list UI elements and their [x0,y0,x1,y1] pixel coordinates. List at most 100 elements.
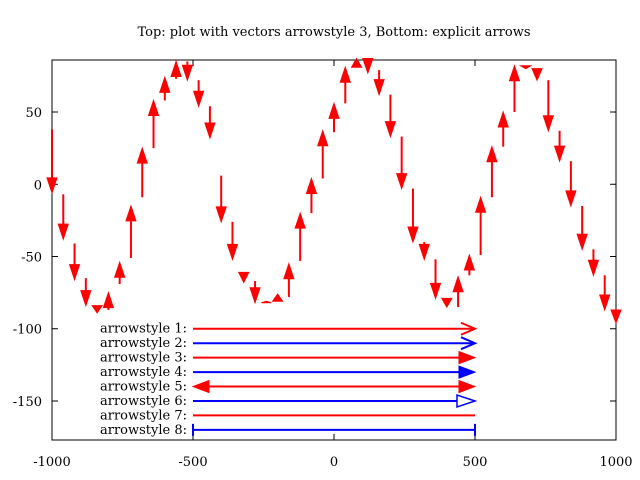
explicit-arrows: arrowstyle 1:arrowstyle 2:arrowstyle 3:a… [100,321,478,438]
arrow-tail-head [191,379,210,394]
arrow-head [460,321,478,336]
vector-head [474,195,487,213]
vector-head [261,300,272,304]
vector-head [497,110,509,128]
vector-arrow [486,145,498,198]
arrow-label: arrowstyle 5: [100,380,187,395]
x-tick-label: 0 [330,455,338,470]
vector-arrow [384,94,397,139]
vector-head [102,291,115,309]
explicit-arrow-4: arrowstyle 4: [100,365,477,380]
arrow-head [458,350,477,365]
vector-arrow [610,309,622,325]
vector-arrow [452,275,464,308]
vector-arrow [463,253,476,276]
y-tick-label: -150 [13,395,42,410]
vector-arrow [204,106,216,140]
vector-arrow [237,271,250,284]
vector-head [125,204,137,222]
x-tick-label: -500 [178,455,207,470]
vector-head [339,65,351,83]
vector-series [46,57,622,325]
arrow-label: arrowstyle 3: [100,351,187,366]
vector-head [452,275,464,293]
vector-head [587,259,600,277]
vector-head [418,243,430,261]
vector-head [91,305,104,314]
vector-arrow [373,70,385,97]
explicit-arrow-3: arrowstyle 3: [100,350,477,366]
vector-head [486,145,498,163]
vector-head [350,57,363,68]
vector-head [283,262,295,280]
arrow-head [456,393,478,409]
explicit-arrow-5: arrowstyle 5: [100,379,477,395]
vector-arrow [565,161,577,208]
vector-arrow [57,194,69,241]
y-tick-label: -50 [21,251,42,266]
vector-arrow [350,57,363,68]
vector-head [328,101,340,119]
vector-arrow [102,291,115,310]
vector-head [147,98,160,116]
vector-arrow [328,101,340,133]
vector-head [384,121,397,139]
arrow-label: arrowstyle 7: [100,408,187,423]
explicit-arrow-7: arrowstyle 7: [100,408,475,423]
vector-arrow [181,61,194,82]
vector-head [305,176,318,194]
vector-head [463,253,476,271]
vector-arrow [125,204,137,258]
vector-head [576,233,588,251]
vector-head [531,68,543,82]
vector-arrow [113,260,126,284]
vector-arrow [531,68,543,82]
vector-arrow [294,211,306,261]
vector-head [226,243,239,261]
arrow-head [458,379,477,394]
x-tick-label: 1000 [599,455,632,470]
vector-head [294,211,306,229]
x-tick-labels: -1000 -500 0 500 1000 [33,455,632,470]
vector-head [181,64,194,82]
vector-arrow [317,129,329,179]
vector-arrow [159,75,171,101]
vector-arrow [170,59,182,79]
vector-arrow [192,80,205,108]
vector-head [407,226,419,244]
y-tick-label: 50 [25,106,42,121]
y-tick-label: 0 [34,178,42,193]
vector-head [542,115,555,133]
vector-head [373,79,385,97]
vector-arrow [497,110,509,147]
vector-head [159,75,171,93]
vector-head [57,223,69,241]
vector-head [237,271,250,284]
chart-title: Top: plot with vectors arrowstyle 3, Bot… [137,25,530,40]
vector-head [215,206,227,224]
vector-arrow [147,98,160,149]
arrow-label: arrowstyle 4: [100,365,187,380]
vector-arrow [542,80,555,133]
vector-arrow [440,297,453,309]
arrow-head [460,336,478,351]
vector-arrow [46,129,58,195]
y-tick-labels: 50 0 -50 -100 -150 [13,106,42,410]
vector-arrow [587,249,600,277]
vector-head [565,190,577,208]
arrow-label: arrowstyle 8: [100,423,187,438]
vector-head [610,309,622,325]
explicit-arrow-2: arrowstyle 2: [100,336,478,351]
vector-arrow [407,188,419,244]
vector-head [599,294,611,312]
vector-head [136,146,148,164]
vector-arrow [599,275,611,312]
explicit-arrow-8: arrowstyle 8: [100,423,476,438]
vector-arrow [576,205,588,251]
vector-head [553,145,566,163]
vector-arrow [305,176,318,214]
vector-head [204,122,216,140]
vector-arrow [429,259,442,300]
vector-head [362,58,374,75]
vector-arrow [418,242,430,261]
